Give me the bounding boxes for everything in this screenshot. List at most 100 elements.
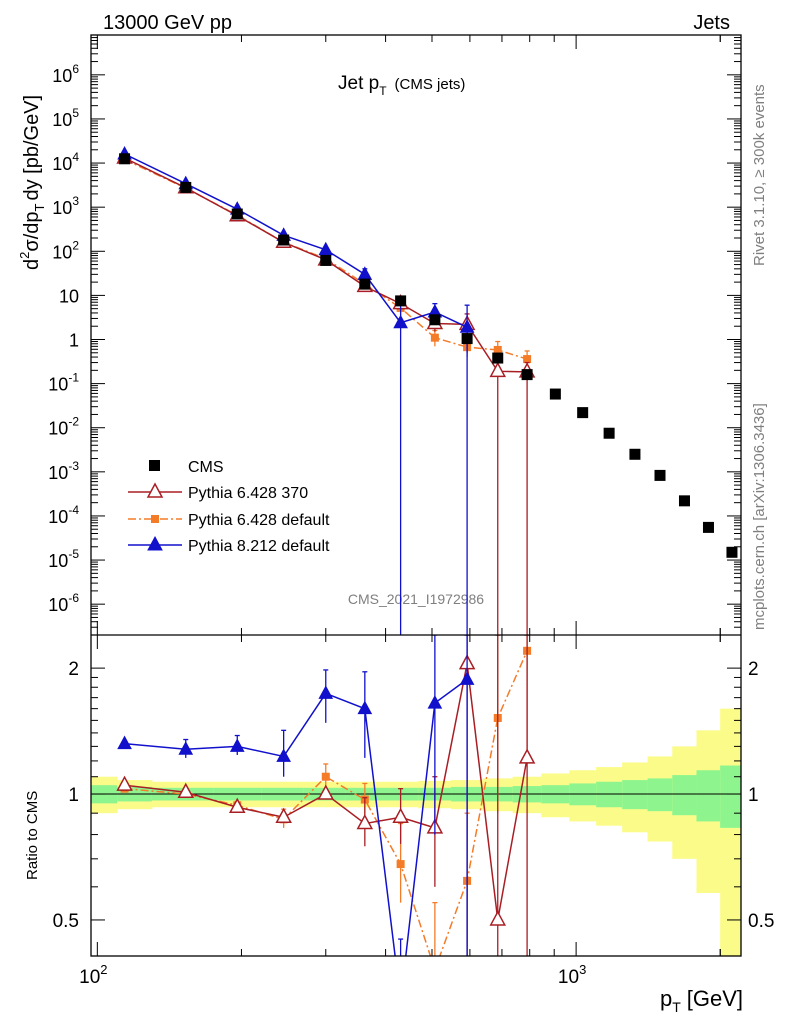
- ratio-tick-label-right: 1: [748, 785, 759, 806]
- ratio-point-pythia-6-428-370: [229, 797, 246, 813]
- point-pythia-8-212-default: [393, 314, 408, 329]
- ratio-line-pythia-8-212-default: [124, 678, 468, 956]
- x-tick-exp: 2: [100, 962, 107, 977]
- ylabel-sigma: σ/dp: [21, 211, 43, 251]
- plot-title-sub: T: [379, 84, 387, 98]
- x-tick-label: 102: [79, 962, 107, 988]
- series-line-pythia-6-428-default: [124, 158, 528, 360]
- band-inner: [672, 775, 697, 816]
- x-tick-base: 10: [558, 967, 579, 988]
- ratio-point-pythia-6-428-default: [431, 966, 439, 974]
- band-outer: [720, 708, 742, 956]
- legend-marker-pythia6-default: [151, 515, 159, 523]
- ratio-tick-label-left: 1: [68, 785, 79, 806]
- main-plot-area: [116, 146, 738, 635]
- point-cms: [549, 388, 561, 400]
- legend-item-cms: CMS: [149, 459, 224, 476]
- y-tick-exp: 5: [72, 106, 79, 120]
- ratio-tick-label-right: 2: [748, 659, 759, 680]
- y-tick-exp: 2: [72, 238, 79, 252]
- point-pythia-6-428-370: [489, 361, 507, 378]
- header-process: 13000 GeV pp: [103, 12, 232, 34]
- plot-title-main: Jet p: [338, 73, 379, 94]
- band-inner: [720, 765, 742, 828]
- y-tick-label: 10-3: [48, 459, 79, 483]
- point-cms: [726, 546, 738, 558]
- y-tick-exp: -5: [68, 547, 79, 561]
- band-inner: [647, 778, 673, 812]
- legend-item-pythia8-default: Pythia 8.212 default: [128, 535, 330, 555]
- ratio-tick-label-left: 2: [68, 659, 79, 680]
- legend-label-pythia6-370: Pythia 6.428 370: [188, 485, 308, 502]
- point-cms: [119, 153, 131, 165]
- y-tick-base: 10: [48, 375, 68, 395]
- header-group: Jets: [693, 12, 730, 34]
- ylabel-d: d: [21, 259, 43, 270]
- legend: CMS Pythia 6.428 370 Pythia 6.428 defaul…: [128, 459, 330, 555]
- point-cms: [395, 295, 407, 307]
- ratio-point-pythia-6-428-370: [317, 784, 335, 800]
- point-cms: [429, 314, 441, 326]
- ratio-tick-label-left: 0.5: [53, 911, 79, 932]
- plot-title: Jet pT (CMS jets): [338, 73, 465, 98]
- y-tick-label: 1: [69, 331, 79, 351]
- xlabel-main: p: [660, 986, 672, 1011]
- ratio-point-pythia-6-428-default: [396, 860, 405, 869]
- point-cms: [629, 448, 641, 460]
- y-tick-base: 10: [48, 419, 68, 439]
- y-tick-label: 102: [52, 238, 79, 262]
- point-cms: [231, 208, 243, 220]
- point-pythia-6-428-default: [523, 355, 532, 364]
- point-pythia-6-428-default: [430, 333, 439, 342]
- plot-frame: [90, 34, 742, 957]
- y-tick-base: 10: [48, 551, 68, 571]
- ratio-point-pythia-8-212-default: [427, 695, 443, 709]
- point-cms: [180, 181, 192, 193]
- point-cms: [577, 407, 589, 419]
- x-tick-base: 10: [79, 967, 100, 988]
- y-tick-label: 10-2: [48, 415, 79, 439]
- point-cms: [702, 521, 714, 533]
- band-inner: [696, 770, 721, 822]
- y-tick-label: 10-6: [48, 591, 79, 615]
- y-tick-base: 10: [48, 595, 68, 615]
- rivet-label: Rivet 3.1.10, ≥ 300k events: [751, 84, 768, 266]
- y-tick-exp: -1: [68, 371, 79, 385]
- legend-item-pythia6-default: Pythia 6.428 default: [128, 512, 330, 529]
- y-tick-label: 105: [52, 106, 79, 130]
- y-tick-base: 10: [52, 66, 72, 86]
- xlabel-unit: [GeV]: [687, 986, 743, 1011]
- y-tick-exp: -6: [68, 591, 79, 605]
- ratio-point-pythia-6-428-370: [275, 807, 292, 824]
- point-pythia-8-212-default: [357, 266, 373, 280]
- y-tick-base: 10: [52, 242, 72, 262]
- y-tick-base: 10: [52, 198, 72, 218]
- legend-label-pythia6-default: Pythia 6.428 default: [188, 512, 330, 529]
- y-tick-label: 106: [52, 62, 79, 86]
- ratio-point-pythia-6-428-370: [392, 807, 409, 824]
- point-cms: [654, 469, 666, 481]
- ylabel-sub: T: [32, 203, 47, 211]
- point-cms: [678, 495, 690, 507]
- x-axis-label: pT [GeV]: [660, 986, 743, 1015]
- y-tick-exp: -3: [68, 459, 79, 473]
- point-cms: [492, 352, 504, 364]
- ratio-point-pythia-6-428-370: [356, 813, 374, 830]
- point-cms: [359, 278, 371, 290]
- point-cms: [461, 333, 473, 345]
- series-cms: [119, 153, 738, 558]
- ratio-point-pythia-6-428-370: [177, 782, 195, 798]
- ratio-point-pythia-8-212-default: [394, 994, 407, 1006]
- series-pythia-8-212-default: [117, 146, 475, 635]
- ratio-point-pythia-8-212-default: [357, 700, 373, 715]
- y-axis-label: d2σ/dpTdy [pb/GeV]: [17, 95, 47, 270]
- analysis-watermark: CMS_2021_I1972986: [348, 591, 484, 607]
- ratio-point-pythia-8-212-default: [459, 671, 475, 685]
- y-tick-label: 10-4: [48, 503, 79, 527]
- y-tick-base: 1: [69, 331, 79, 351]
- y-tick-exp: 6: [72, 62, 79, 76]
- y-tick-base: 10: [48, 507, 68, 527]
- ratio-point-pythia-6-428-370: [116, 775, 133, 791]
- ylabel-rest: dy [pb/GeV]: [21, 95, 43, 201]
